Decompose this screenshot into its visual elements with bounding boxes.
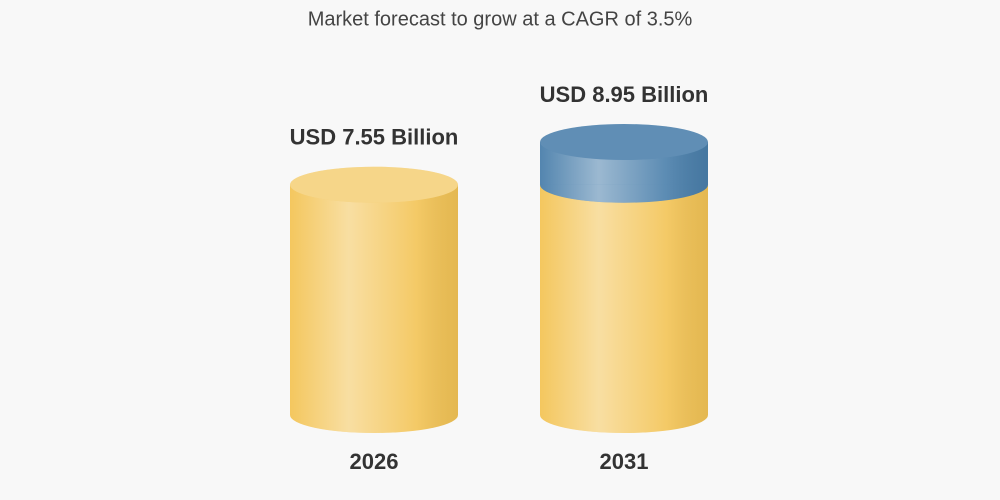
value-label: USD 7.55 Billion: [290, 125, 459, 150]
cylinder: [540, 124, 708, 433]
chart-title: Market forecast to grow at a CAGR of 3.5…: [308, 8, 693, 30]
x-tick-label: 2031: [600, 449, 649, 474]
x-tick-label: 2026: [350, 449, 399, 474]
growth-segment: [540, 124, 708, 203]
cylinder-top: [540, 124, 708, 161]
cylinder-top: [290, 166, 458, 203]
cylinder-top-shine: [290, 166, 458, 203]
cylinder-shine: [290, 184, 458, 415]
cylinder-shine: [540, 184, 708, 415]
value-label: USD 8.95 Billion: [540, 82, 709, 107]
cylinder-top-shine: [540, 124, 708, 161]
cylinder: [290, 166, 458, 433]
